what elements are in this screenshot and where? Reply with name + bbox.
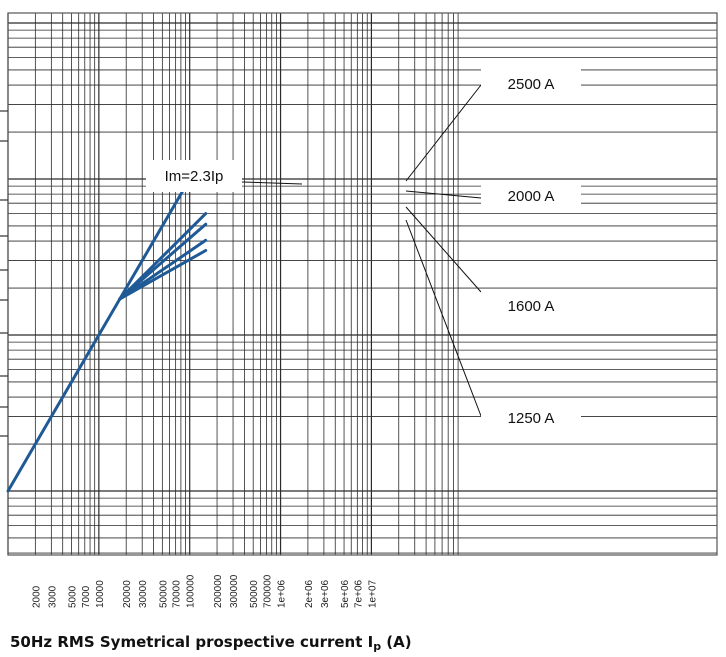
annotation-label: 1250 A	[508, 410, 555, 427]
annotation-label: 2000 A	[508, 188, 555, 205]
x-tick-label: 10000	[95, 580, 106, 608]
x-tick-label: 20000	[122, 580, 133, 608]
plot-frame	[7, 12, 718, 556]
annotation-label: 2500 A	[508, 76, 555, 93]
x-axis-label-subscript: p	[373, 640, 382, 653]
x-tick-label: 1e+07	[367, 579, 378, 608]
annotation-leader-line	[405, 84, 482, 182]
x-axis-label: 50Hz RMS Symetrical prospective current …	[10, 633, 412, 653]
x-axis-label-unit: (A)	[381, 633, 412, 651]
x-tick-label: 300000	[229, 574, 240, 608]
annotation-leader-line	[405, 190, 482, 199]
x-tick-label: 30000	[138, 580, 149, 608]
x-tick-label: 100000	[186, 574, 197, 608]
x-tick-label: 3e+06	[320, 579, 331, 608]
series-line-1250-a	[118, 249, 208, 301]
annotation-leader-line	[405, 219, 482, 417]
x-axis-label-text: 50Hz RMS Symetrical prospective current …	[10, 633, 374, 651]
annotation-box	[481, 68, 581, 100]
x-tick-label: 50000	[249, 580, 260, 608]
x-tick-label: 5000	[68, 585, 79, 608]
x-tick-label: 1e+06	[277, 579, 288, 608]
series-lines	[6, 177, 208, 493]
annotation-box	[481, 402, 581, 434]
annotation-leader-line	[241, 181, 303, 185]
series-line-2000-a	[118, 222, 208, 301]
chart-grid	[7, 12, 718, 556]
x-tick-label: 700000	[263, 574, 274, 608]
x-tick-label: 70000	[172, 580, 183, 608]
annotation-box	[481, 180, 581, 212]
x-tick-label: 200000	[213, 574, 224, 608]
x-tick-label: 2000	[31, 585, 42, 608]
annotation-box	[481, 290, 581, 322]
series-line-im-2-3ip	[6, 177, 192, 493]
annotation-leader-line	[405, 206, 482, 293]
annotation-label: Im=2.3Ip	[165, 168, 224, 185]
annotation-boxes: Im=2.3Ip 2500 A 2000 A 1600 A 1250 A	[146, 68, 581, 434]
x-tick-label: 50000	[158, 580, 169, 608]
annotation-label: 1600 A	[508, 298, 555, 315]
x-tick-label: 7000	[81, 585, 92, 608]
y-ticks	[0, 110, 8, 437]
x-tick-label: 3000	[47, 585, 58, 608]
x-tick-label: 5e+06	[340, 579, 351, 608]
x-tick-labels: 2000 3000 5000 7000 10000 20000 30000 50000 7000…	[31, 574, 378, 608]
annotation-leaders	[241, 84, 482, 417]
x-tick-label: 2e+06	[304, 579, 315, 608]
x-tick-label: 7e+06	[353, 579, 364, 608]
annotation-box	[146, 160, 242, 192]
